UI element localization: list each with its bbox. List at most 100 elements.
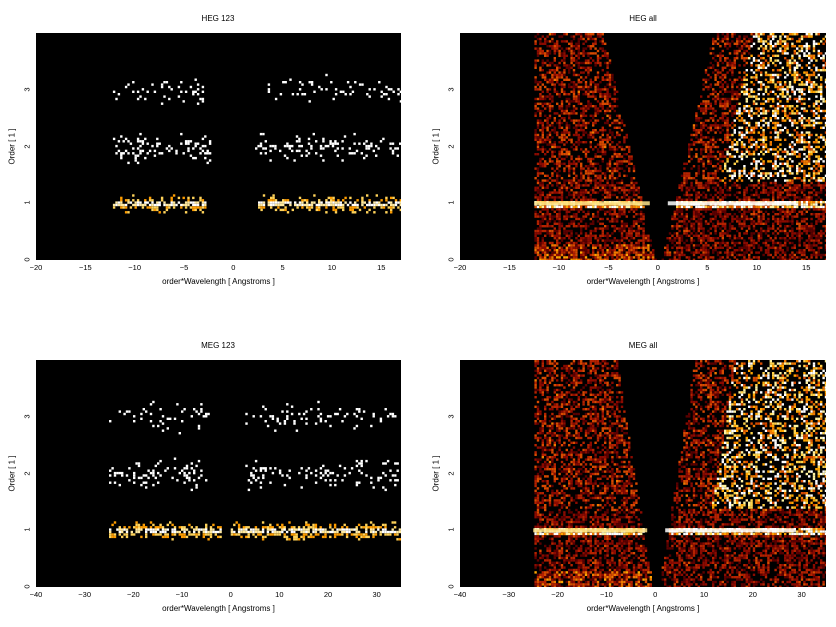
heatmap-cell <box>551 232 554 235</box>
heatmap-cell <box>351 152 354 155</box>
heatmap-cell <box>721 88 724 91</box>
heatmap-cell <box>712 109 715 113</box>
heatmap-cell <box>688 186 691 189</box>
heatmap-cell <box>565 234 568 237</box>
heatmap-cell <box>712 145 715 149</box>
heatmap-cell <box>685 232 688 235</box>
heatmap-cell <box>536 133 540 137</box>
heatmap-cell <box>738 246 741 249</box>
heatmap-cell <box>565 217 568 221</box>
heatmap-cell <box>764 121 768 125</box>
heatmap-cell <box>733 105 736 108</box>
heatmap-cell <box>613 193 616 197</box>
heatmap-cell <box>676 227 679 230</box>
heatmap-cell <box>637 225 640 228</box>
heatmap-cell <box>649 239 652 242</box>
heatmap-cell <box>257 144 260 148</box>
heatmap-cell <box>762 141 765 144</box>
heatmap-cell <box>553 33 556 36</box>
heatmap-cell <box>724 73 727 77</box>
heatmap-cell <box>760 222 763 225</box>
heatmap-cell <box>584 237 588 240</box>
heatmap-cell <box>387 88 391 91</box>
heatmap-cell <box>596 61 600 65</box>
heatmap-cell <box>673 215 676 218</box>
heatmap-cell <box>772 45 775 48</box>
heatmap-cell <box>700 227 703 230</box>
heatmap-cell <box>589 136 592 139</box>
heatmap-cell <box>539 160 542 163</box>
heatmap-cell <box>772 186 775 189</box>
heatmap-cell <box>649 253 652 257</box>
heatmap-cell <box>177 85 181 89</box>
heatmap-cell <box>601 205 604 209</box>
heatmap-cell <box>587 61 590 65</box>
heatmap-cell <box>565 47 568 50</box>
heatmap-cell <box>536 54 540 57</box>
heatmap-cell <box>620 213 624 216</box>
heatmap-cell <box>599 237 602 240</box>
heatmap-cell <box>680 253 684 257</box>
heatmap-cell <box>652 253 655 257</box>
heatmap-cell <box>640 234 643 237</box>
heatmap-cell <box>731 112 734 115</box>
heatmap-cell <box>551 150 554 153</box>
heatmap-cell <box>776 172 780 175</box>
heatmap-cell <box>796 165 799 168</box>
heatmap-cell <box>539 88 542 91</box>
heatmap-cell <box>788 157 792 161</box>
heatmap-cell <box>539 49 542 53</box>
heatmap-canvas <box>112 73 401 214</box>
heatmap-cell <box>601 37 604 41</box>
heatmap-cell <box>141 140 145 143</box>
heatmap-cell <box>779 148 782 151</box>
heatmap-cell <box>584 258 588 260</box>
heatmap-cell <box>355 149 359 153</box>
heatmap-cell <box>618 251 621 254</box>
heatmap-cell <box>714 229 717 233</box>
y-tick-label: 3 <box>22 87 32 92</box>
heatmap-cell <box>563 133 566 137</box>
heatmap-cell <box>148 203 152 207</box>
heatmap-cell <box>784 253 787 257</box>
heatmap-cell <box>707 234 710 237</box>
heatmap-cell <box>604 52 607 55</box>
heatmap-cell <box>556 78 559 81</box>
heatmap-cell <box>745 45 748 48</box>
heatmap-cell <box>358 83 362 86</box>
heatmap-cell <box>774 121 777 125</box>
heatmap-cell <box>318 208 321 212</box>
heatmap-cell <box>589 222 592 225</box>
heatmap-cell <box>332 199 335 202</box>
heatmap-cell <box>601 102 604 105</box>
heatmap-cell <box>628 205 631 209</box>
heatmap-cell <box>748 196 751 199</box>
heatmap-cell <box>553 251 556 254</box>
heatmap-cell <box>539 141 542 144</box>
heatmap-cell <box>690 205 693 209</box>
heatmap-cell <box>373 211 376 214</box>
heatmap-cell <box>553 196 556 199</box>
heatmap-cell <box>536 229 540 233</box>
heatmap-cell <box>582 66 585 69</box>
heatmap-cell <box>700 153 703 156</box>
heatmap-cell <box>762 124 765 127</box>
heatmap-cell <box>587 105 590 108</box>
heatmap-cell <box>733 184 736 187</box>
heatmap-cell <box>541 217 544 221</box>
heatmap-cell <box>767 244 770 247</box>
heatmap-cell <box>796 215 799 218</box>
heatmap-cell <box>724 57 727 60</box>
heatmap-cell <box>544 258 547 260</box>
heatmap-cell <box>618 258 621 260</box>
heatmap-cell <box>632 220 636 223</box>
heatmap-cell <box>599 95 602 98</box>
heatmap-cell <box>680 220 684 223</box>
heatmap-cell <box>779 208 782 211</box>
heatmap-cell <box>676 217 679 221</box>
heatmap-cell <box>752 198 756 201</box>
heatmap-cell <box>601 145 604 149</box>
heatmap-cell <box>697 107 700 110</box>
heatmap-cell <box>539 244 542 247</box>
heatmap-cell <box>788 145 792 149</box>
